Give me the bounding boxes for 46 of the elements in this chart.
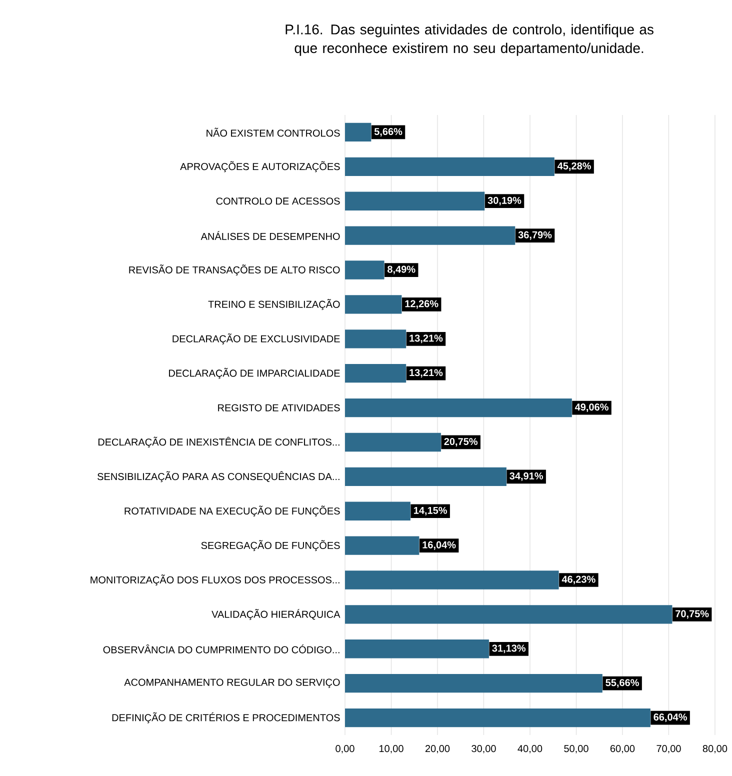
y-tick-label: REVISÃO DE TRANSAÇÕES DE ALTO RISCO — [129, 264, 340, 276]
x-tick-label: 70,00 — [656, 745, 681, 754]
y-tick-label: OBSERVÂNCIA DO CUMPRIMENTO DO CÓDIGO... — [103, 644, 340, 654]
y-tick-label: NÃO EXISTEM CONTROLOS — [206, 128, 340, 137]
x-tick-label: 60,00 — [610, 745, 635, 754]
y-tick-label: CONTROLO DE ACESSOS — [216, 198, 340, 205]
data-label: 66,04% — [654, 714, 688, 722]
y-tick-label: APROVAÇÕES E AUTORIZAÇÕES — [180, 161, 340, 172]
data-label: 20,75% — [444, 438, 478, 446]
data-label: 14,15% — [414, 506, 448, 516]
data-label: 34,91% — [510, 472, 544, 481]
data-label: 8,49% — [388, 266, 416, 274]
data-label: 46,23% — [562, 576, 596, 584]
y-tick-label: ANÁLISES DE DESEMPENHO — [200, 231, 340, 240]
x-tick-label: 30,00 — [472, 745, 496, 754]
x-tick-label: 0,00 — [336, 745, 354, 754]
data-label: 5,66% — [374, 128, 402, 136]
data-label: 13,21% — [410, 334, 443, 344]
data-label: 70,75% — [676, 610, 709, 619]
y-tick-label: ROTATIVIDADE NA EXECUÇÃO DE FUNÇÕES — [124, 506, 340, 517]
x-tick-label: 80,00 — [702, 745, 728, 754]
data-label: 36,79% — [518, 231, 552, 240]
y-tick-label: MONITORIZAÇÃO DOS FLUXOS DOS PROCESSOS... — [90, 574, 340, 586]
chart-title: P.I.16. Das seguintes atividades de controlo, identifique as que reconhece existirem no seu departamento/unidade. — [286, 24, 654, 56]
y-tick-label: DEFINIÇÃO DE CRITÉRIOS E PROCEDIMENTOS — [112, 712, 340, 724]
data-label: 13,21% — [410, 369, 443, 378]
y-tick-label: DECLARAÇÃO DE IMPARCIALIDADE — [169, 368, 340, 379]
y-tick-label: SEGREGAÇÃO DE FUNÇÕES — [201, 540, 340, 552]
data-label: 12,26% — [405, 300, 438, 309]
y-tick-label: TREINO E SENSIBILIZAÇÃO — [208, 298, 340, 310]
x-tick-label: 20,00 — [426, 745, 450, 754]
y-tick-label: SENSIBILIZAÇÃO PARA AS CONSEQUÊNCIAS DA... — [98, 471, 340, 482]
x-tick-label: 50,00 — [564, 745, 588, 754]
data-label: 16,04% — [422, 541, 456, 550]
y-tick-label: REGISTO DE ATIVIDADES — [218, 404, 340, 412]
data-label: 55,66% — [606, 679, 640, 688]
data-label: 31,13% — [492, 644, 526, 654]
data-label: 45,28% — [558, 162, 592, 171]
data-label: 30,19% — [488, 196, 522, 206]
y-tick-label: DECLARAÇÃO DE INEXISTÊNCIA DE CONFLITOS... — [98, 436, 340, 448]
x-tick-label: 10,00 — [380, 745, 404, 754]
y-tick-label: DECLARAÇÃO DE EXCLUSIVIDADE — [172, 333, 340, 344]
x-tick-label: 40,00 — [518, 745, 542, 754]
y-tick-label: ACOMPANHAMENTO REGULAR DO SERVIÇO — [124, 678, 340, 688]
data-label: 49,06% — [575, 404, 608, 412]
y-tick-label: VALIDAÇÃO HIERÁRQUICA — [212, 608, 340, 620]
